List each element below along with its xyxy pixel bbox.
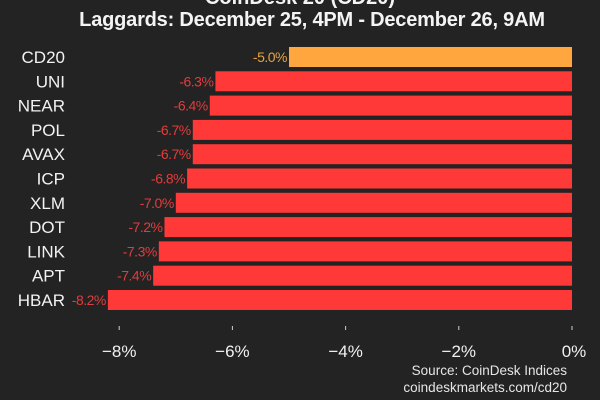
category-label-icp: ICP (37, 170, 65, 189)
chart-subtitle: Laggards: December 25, 4PM - December 26… (79, 9, 545, 31)
data-label-xlm: -7.0% (140, 195, 174, 211)
category-label-avax: AVAX (22, 145, 65, 164)
data-label-pol: -6.7% (157, 122, 191, 138)
x-tick-label: −6% (215, 342, 250, 361)
chart-title: CoinDesk 20 (CD20) (0, 0, 600, 10)
bar-avax (192, 144, 572, 165)
category-label-xlm: XLM (30, 194, 65, 213)
data-label-hbar: -8.2% (72, 292, 106, 308)
bar-xlm (175, 192, 573, 213)
data-label-dot: -7.2% (128, 219, 162, 235)
data-label-apt: -7.4% (117, 268, 151, 284)
bar-pol (192, 119, 572, 140)
bar-cd20 (289, 47, 572, 67)
bar-link (158, 241, 572, 262)
bar-uni (215, 71, 573, 92)
category-label-near: NEAR (18, 97, 65, 116)
bar-hbar (107, 290, 572, 310)
source-note: Source: CoinDesk Indices (411, 363, 567, 378)
x-tick-label: −8% (102, 342, 137, 361)
bar-icp (187, 168, 572, 189)
source-url[interactable]: coindeskmarkets.com/cd20 (403, 380, 567, 395)
bar-dot (164, 217, 573, 238)
data-label-link: -7.3% (123, 243, 157, 259)
category-label-apt: APT (32, 267, 65, 286)
x-tick-label: −2% (442, 342, 477, 361)
x-tick-label: 0% (562, 342, 587, 361)
x-tick-label: −4% (328, 342, 363, 361)
category-label-dot: DOT (29, 218, 65, 237)
category-label-uni: UNI (36, 72, 65, 91)
data-label-near: -6.4% (174, 98, 208, 114)
category-label-cd20: CD20 (22, 48, 65, 67)
data-label-uni: -6.3% (179, 73, 213, 89)
category-label-pol: POL (31, 121, 65, 140)
data-label-cd20: -5.0% (253, 49, 287, 65)
data-label-avax: -6.7% (157, 146, 191, 162)
data-label-icp: -6.8% (151, 171, 185, 187)
bar-apt (153, 265, 572, 286)
category-label-hbar: HBAR (18, 291, 65, 310)
bar-near (209, 95, 572, 116)
category-label-link: LINK (27, 242, 65, 261)
